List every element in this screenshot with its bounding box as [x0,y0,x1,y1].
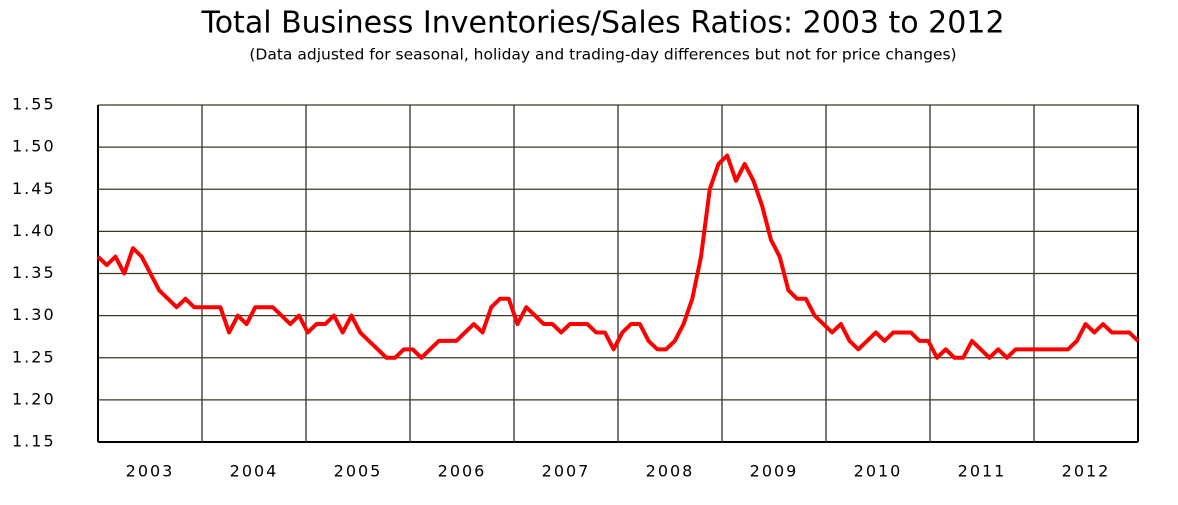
y-tick-label: 1.35 [12,263,56,282]
y-tick-label: 1.55 [12,95,56,114]
x-tick-label: 2005 [334,462,383,481]
x-tick-label: 2008 [646,462,695,481]
y-tick-label: 1.40 [12,221,56,240]
y-tick-label: 1.45 [12,179,56,198]
y-tick-label: 1.50 [12,137,56,156]
x-tick-label: 2009 [750,462,799,481]
x-tick-label: 2010 [854,462,903,481]
x-tick-label: 2012 [1062,462,1111,481]
data-line [96,153,1140,360]
y-tick-label: 1.20 [12,389,56,408]
x-tick-label: 2011 [958,462,1007,481]
x-tick-label: 2004 [230,462,279,481]
y-tick-label: 1.30 [12,305,56,324]
x-tick-label: 2006 [438,462,487,481]
chart-subtitle: (Data adjusted for seasonal, holiday and… [249,46,956,64]
x-tick-label: 2003 [126,462,175,481]
x-tick-label: 2007 [542,462,591,481]
y-tick-label: 1.25 [12,347,56,366]
chart-title: Total Business Inventories/Sales Ratios:… [200,6,1004,41]
y-tick-label: 1.15 [12,432,56,451]
